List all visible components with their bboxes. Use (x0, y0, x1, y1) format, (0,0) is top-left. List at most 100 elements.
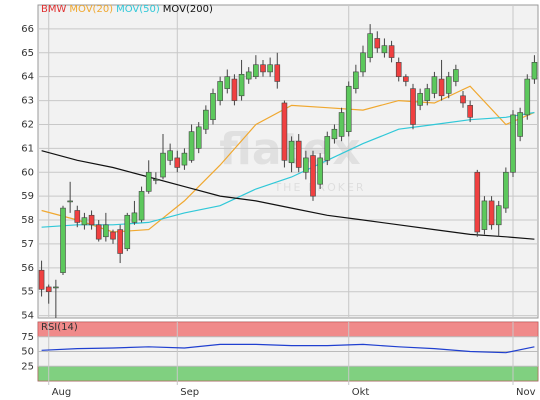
candle-body (388, 45, 395, 58)
candle-body (474, 171, 481, 233)
x-tick-label: Nov (516, 387, 536, 398)
y-tick-label: 63 (21, 96, 34, 107)
candle-body (431, 76, 438, 94)
candle-body (160, 152, 166, 178)
legend-entry: BMW (41, 4, 66, 15)
y-tick-label: 64 (21, 72, 34, 83)
candle-body (267, 64, 273, 73)
watermark-sub: THE BROKER (273, 181, 365, 194)
rsi-tick-label: 50 (21, 347, 34, 358)
candle-body (303, 157, 309, 173)
rsi-tick-label: 75 (21, 332, 34, 343)
candle-body (288, 140, 295, 163)
legend-entry: MOV(50) (116, 4, 160, 15)
candle-body (495, 205, 502, 226)
candle-body (503, 171, 509, 209)
candle-body (45, 286, 52, 293)
legend-entry: MOV(200) (163, 4, 213, 15)
candle-body (445, 76, 452, 94)
candle-body (217, 81, 223, 101)
rsi-tick-label: 25 (21, 361, 34, 372)
candle-body (153, 179, 159, 181)
y-tick-label: 57 (21, 239, 34, 250)
candle-body (245, 71, 252, 80)
candle-body (403, 76, 409, 82)
candle-body (224, 76, 231, 89)
rsi-band (37, 366, 539, 382)
candle-body (274, 64, 281, 82)
candle-body (203, 109, 209, 130)
x-tick-label: Okt (352, 387, 370, 398)
candle-body (467, 105, 473, 118)
candle-body (60, 207, 66, 273)
candle-body (67, 200, 73, 203)
candle-body (524, 78, 531, 116)
candle-body (338, 112, 345, 137)
y-tick-label: 65 (21, 48, 34, 59)
candle-body (345, 85, 352, 132)
candle-body (510, 114, 516, 173)
candle-body (460, 95, 466, 104)
moving-average (41, 150, 535, 240)
candle-body (367, 33, 373, 58)
rsi-band (37, 321, 539, 337)
y-tick-label: 66 (21, 24, 34, 35)
candle-body (395, 62, 402, 77)
candle-body (438, 78, 445, 97)
candle-body (353, 71, 359, 89)
y-tick-label: 60 (21, 167, 34, 178)
candle-body (374, 38, 381, 49)
candle-body (195, 126, 202, 149)
candle-body (188, 131, 195, 161)
candle-body (381, 45, 388, 54)
rsi-line (41, 343, 535, 354)
candle-body (95, 224, 102, 240)
candle-body (488, 200, 495, 226)
y-tick-label: 55 (21, 287, 34, 298)
candle-body (317, 157, 323, 185)
rsi-title: RSI(14) (41, 322, 78, 333)
candle-body (310, 155, 316, 197)
candle-body (124, 214, 131, 250)
candle-body (110, 231, 116, 240)
candle-body (295, 140, 302, 168)
candle-body (88, 214, 95, 226)
candle-body (281, 102, 288, 161)
legend: BMW MOV(20) MOV(50) MOV(200) (41, 4, 213, 15)
candle-body (410, 88, 416, 125)
candle-body (531, 62, 538, 80)
y-tick-label: 61 (21, 143, 34, 154)
y-tick-label: 59 (21, 191, 34, 202)
candle-body (481, 200, 488, 230)
candle-body (424, 88, 431, 101)
candle-body (74, 210, 81, 223)
candle-body (210, 93, 216, 120)
x-tick-label: Sep (180, 387, 199, 398)
candle-body (238, 73, 245, 97)
y-tick-label: 54 (21, 311, 34, 322)
y-tick-label: 56 (21, 263, 34, 274)
candle-body (38, 269, 45, 290)
y-tick-label: 62 (21, 119, 34, 130)
x-tick-label: Aug (52, 387, 72, 398)
candle-body (181, 152, 188, 166)
candle-body (360, 52, 366, 73)
candle-body (131, 212, 138, 223)
candle-body (81, 217, 88, 226)
candle-body (231, 78, 238, 101)
main-plot (37, 4, 539, 319)
candle-body (331, 128, 338, 140)
legend-entry: MOV(20) (69, 4, 113, 15)
candle-body (138, 191, 145, 221)
candle-body (103, 224, 109, 238)
y-tick-label: 58 (21, 215, 34, 226)
candle-body (117, 229, 123, 254)
candle-body (324, 136, 331, 161)
candle-body (453, 69, 459, 82)
candle-body (174, 157, 181, 168)
candle-body (517, 112, 523, 137)
candle-body (145, 171, 152, 192)
candle-body (417, 93, 423, 106)
candle-body (253, 64, 259, 77)
